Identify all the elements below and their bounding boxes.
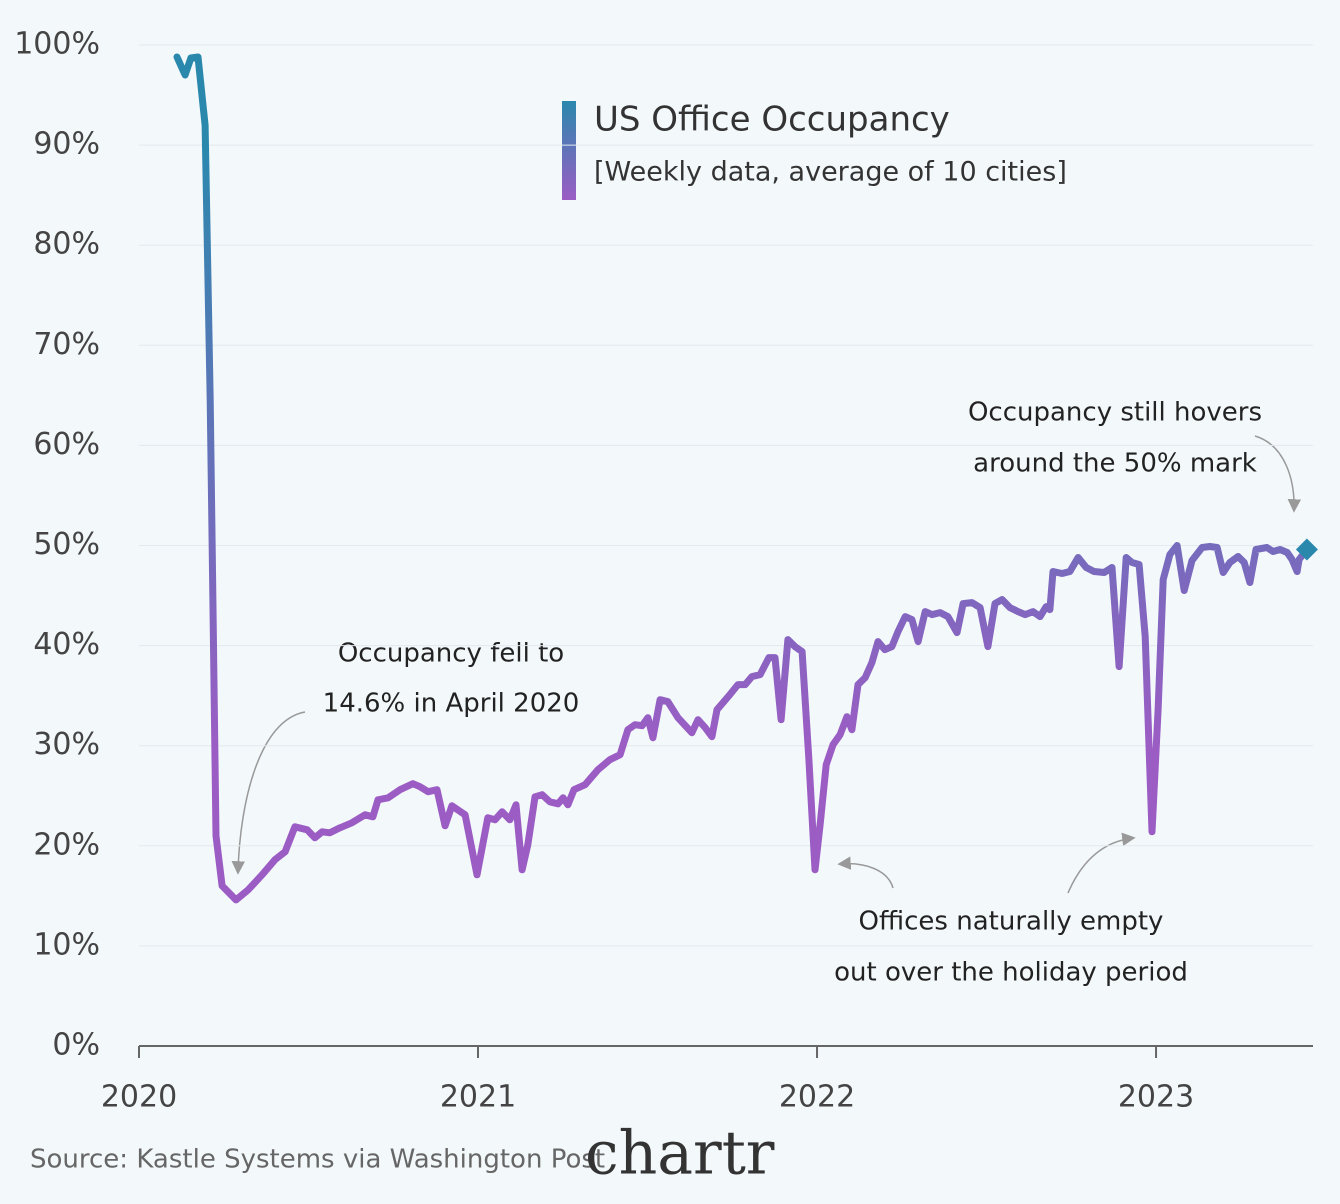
logo: chartr <box>585 1119 775 1189</box>
y-tick-label: 0% <box>52 1028 100 1063</box>
y-tick-label: 100% <box>14 27 100 62</box>
end-marker <box>1295 538 1318 561</box>
line <box>173 53 1311 904</box>
x-tick-label: 2020 <box>101 1080 177 1115</box>
y-tick-label: 40% <box>33 627 100 662</box>
x-tick-label: 2022 <box>779 1080 855 1115</box>
y-tick-label: 50% <box>33 527 100 562</box>
y-tick-label: 30% <box>33 727 100 762</box>
annotation: around the 50% mark <box>973 449 1257 479</box>
y-tick-label: 80% <box>33 227 100 262</box>
annotation: Offices naturally empty <box>859 907 1164 937</box>
legend-bar <box>562 101 576 200</box>
annotation: Occupancy fell to <box>338 639 564 669</box>
x-tick-label: 2023 <box>1118 1080 1194 1115</box>
y-tick-label: 70% <box>33 327 100 362</box>
annotation: out over the holiday period <box>834 958 1188 988</box>
y-tick-label: 90% <box>33 127 100 162</box>
x-tick-label: 2021 <box>440 1080 516 1115</box>
source: Source: Kastle Systems via Washington Po… <box>30 1145 605 1175</box>
y-tick-label: 10% <box>33 927 100 962</box>
chart-title: US Office Occupancy <box>594 100 950 140</box>
chart-subtitle: [Weekly data, average of 10 cities] <box>594 157 1067 188</box>
annotation: Occupancy still hovers <box>968 398 1262 428</box>
annotation: 14.6% in April 2020 <box>323 689 580 719</box>
y-tick-label: 60% <box>33 427 100 462</box>
y-tick-label: 20% <box>33 827 100 862</box>
